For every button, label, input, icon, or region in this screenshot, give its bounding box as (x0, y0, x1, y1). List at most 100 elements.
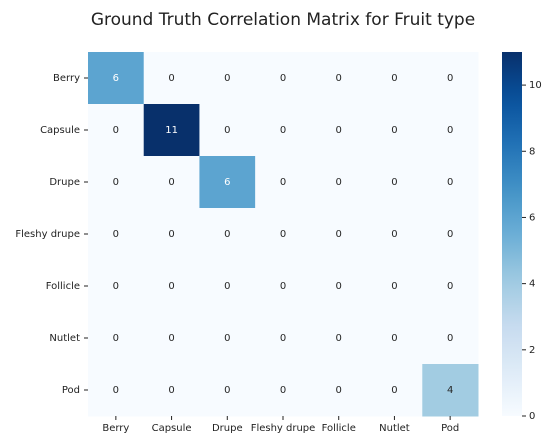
cell-label: 0 (447, 125, 453, 136)
cell-label: 0 (280, 229, 286, 240)
x-tick-label: Nutlet (379, 423, 410, 434)
cell (143, 104, 200, 157)
y-tick-label: Berry (53, 73, 80, 84)
cell-label: 0 (168, 177, 174, 188)
cell (422, 312, 479, 365)
x-tick-label: Fleshy drupe (251, 423, 316, 434)
cell (422, 260, 479, 313)
y-tick-label: Drupe (49, 177, 80, 188)
cell (422, 208, 479, 261)
cell (310, 104, 368, 157)
x-tick-label: Pod (441, 423, 459, 434)
cell (310, 52, 368, 105)
cell-label: 0 (391, 125, 397, 136)
cell (422, 364, 479, 417)
cell (310, 156, 368, 209)
cell-label: 0 (391, 73, 397, 84)
cell-label: 6 (113, 73, 119, 84)
cell-label: 0 (113, 281, 119, 292)
cell-label: 0 (391, 229, 397, 240)
cell-label: 11 (165, 125, 178, 136)
cell (310, 208, 368, 261)
cell-label: 0 (113, 229, 119, 240)
colorbar-tick-label: 10 (529, 80, 542, 91)
cell (88, 260, 145, 313)
cell-label: 0 (168, 333, 174, 344)
cell (255, 312, 312, 365)
cell (199, 156, 256, 209)
cell (366, 52, 423, 105)
x-tick-label: Drupe (212, 423, 243, 434)
cell (143, 312, 200, 365)
cell (255, 364, 312, 417)
cell-label: 0 (168, 385, 174, 396)
cell-label: 6 (224, 177, 230, 188)
cell (422, 156, 479, 209)
cell (255, 156, 312, 209)
cell (255, 52, 312, 105)
cell (199, 260, 256, 313)
cell (255, 260, 312, 313)
cell-label: 0 (224, 229, 230, 240)
cell-label: 0 (336, 333, 342, 344)
x-tick-label: Berry (102, 423, 129, 434)
cell-label: 0 (447, 73, 453, 84)
cell (199, 52, 256, 105)
cell (366, 312, 423, 365)
cell (143, 260, 200, 313)
cell-label: 0 (447, 333, 453, 344)
cell-label: 0 (336, 125, 342, 136)
cell-label: 0 (391, 333, 397, 344)
cell (255, 104, 312, 157)
cell-label: 0 (336, 385, 342, 396)
cell (88, 104, 145, 157)
cell (88, 208, 145, 261)
cell-label: 0 (391, 281, 397, 292)
cell (366, 156, 423, 209)
cell (366, 260, 423, 313)
cell (88, 52, 145, 105)
y-tick-label: Capsule (40, 125, 80, 136)
cell-label: 0 (224, 73, 230, 84)
cell-label: 0 (280, 281, 286, 292)
cell-label: 0 (447, 177, 453, 188)
colorbar-tick-label: 2 (529, 345, 535, 356)
cell-label: 0 (224, 385, 230, 396)
cell-label: 0 (113, 125, 119, 136)
cell-label: 0 (391, 385, 397, 396)
colorbar-tick-label: 0 (529, 411, 535, 422)
cell (310, 312, 368, 365)
cell-label: 0 (336, 177, 342, 188)
cell (199, 104, 256, 157)
cell-label: 0 (168, 281, 174, 292)
cell-label: 0 (280, 73, 286, 84)
cell (366, 104, 423, 157)
cell-label: 0 (113, 385, 119, 396)
cell-label: 0 (113, 333, 119, 344)
cell (422, 52, 479, 105)
cell-label: 0 (224, 125, 230, 136)
cell (143, 52, 200, 105)
cell-label: 0 (168, 229, 174, 240)
cell-label: 0 (224, 333, 230, 344)
cell-label: 4 (447, 385, 453, 396)
cell (255, 208, 312, 261)
cell (88, 156, 145, 209)
cell-label: 0 (336, 73, 342, 84)
cell-label: 0 (168, 73, 174, 84)
colorbar-tick-label: 6 (529, 212, 535, 223)
cell (422, 104, 479, 157)
cell (366, 208, 423, 261)
cell (143, 156, 200, 209)
cell (143, 364, 200, 417)
cell-label: 0 (336, 229, 342, 240)
cell-label: 0 (113, 177, 119, 188)
cell (310, 260, 368, 313)
cell (366, 364, 423, 417)
cell-label: 0 (447, 281, 453, 292)
cell (88, 364, 145, 417)
cell (199, 364, 256, 417)
cell-label: 0 (280, 333, 286, 344)
cell-label: 0 (280, 177, 286, 188)
